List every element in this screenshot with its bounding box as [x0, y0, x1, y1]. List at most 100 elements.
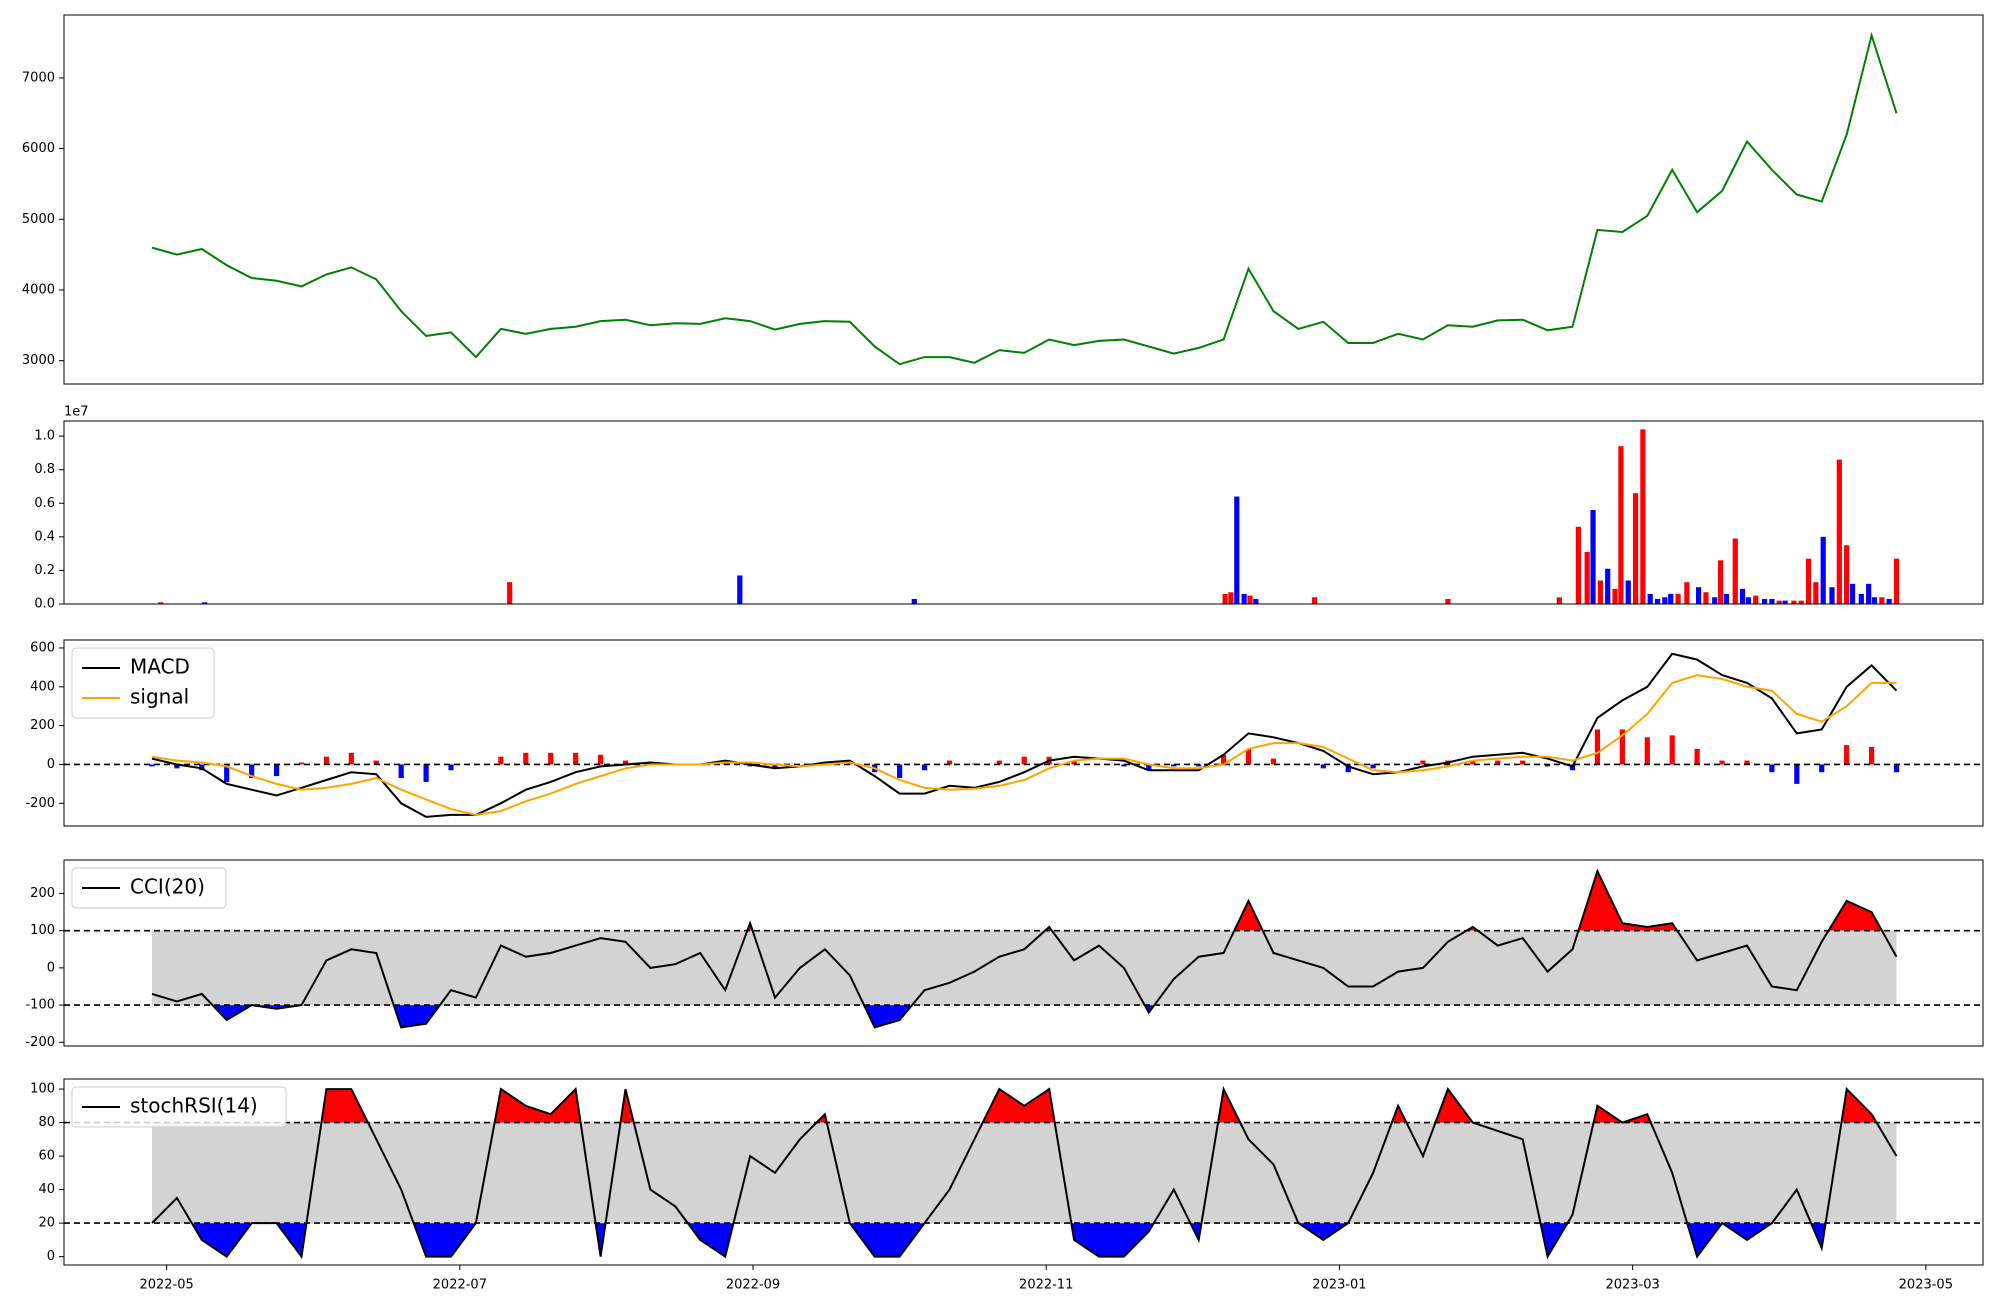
histogram-bar: [174, 764, 180, 769]
y-tick-label: 7000: [22, 70, 55, 85]
bar: [911, 598, 917, 604]
histogram-bar: [772, 764, 778, 769]
plot-area: [64, 868, 1983, 1029]
legend-label: signal: [130, 685, 189, 709]
panel: 3000 4000 5000 6000 7000: [22, 14, 1984, 385]
histogram-bar: [298, 762, 305, 765]
neutral-band: [151, 930, 1897, 1006]
x-tick-label: 2023-05: [1899, 1278, 1953, 1293]
bar: [1805, 558, 1812, 604]
bar: [1597, 580, 1603, 604]
histogram-bar: [1495, 760, 1501, 765]
bar: [1556, 597, 1562, 604]
y-tick-label: 0.6: [34, 496, 55, 511]
x-tick-label: 2023-01: [1312, 1278, 1366, 1293]
bar: [1445, 598, 1451, 604]
bar: [1695, 587, 1702, 604]
histogram-bar: [1594, 729, 1601, 765]
bar: [1632, 493, 1639, 604]
histogram-bar: [1146, 764, 1152, 771]
bar: [1723, 593, 1730, 604]
line: [151, 652, 1898, 818]
bar: [1791, 600, 1797, 604]
y-tick-label: 40: [38, 1182, 55, 1197]
histogram-bar: [1769, 764, 1775, 773]
bar: [1893, 558, 1900, 604]
y-tick-label: -200: [25, 1035, 55, 1050]
histogram-bar: [622, 760, 629, 765]
line: [151, 674, 1897, 816]
bar: [1871, 597, 1878, 604]
bar: [1311, 597, 1318, 604]
y-tick-label: -100: [25, 998, 55, 1013]
histogram-bar: [1171, 764, 1177, 767]
bar: [1717, 560, 1724, 604]
legend-label: MACD: [130, 655, 190, 679]
y-tick-label: 600: [30, 640, 55, 655]
histogram-bar: [1893, 764, 1900, 773]
histogram-bar: [548, 752, 554, 765]
y-tick-label: 100: [30, 1082, 55, 1097]
histogram-bar: [498, 756, 504, 765]
axes-frame: [63, 639, 1984, 827]
histogram-bar: [273, 764, 280, 777]
legend-box: [71, 647, 215, 719]
y-tick-label: 0.4: [34, 529, 55, 544]
panel: 0.0 0.2 0.4 0.6 0.8 1.0 1e7: [34, 405, 1984, 612]
histogram-bar: [921, 764, 928, 771]
histogram-bar: [373, 760, 379, 765]
bar: [1584, 551, 1590, 604]
axes-frame: [63, 859, 1984, 1047]
bar: [1222, 593, 1228, 604]
bar: [1668, 593, 1674, 604]
y-tick-label: 0: [47, 757, 55, 772]
bar: [1618, 446, 1624, 604]
bar: [1228, 592, 1234, 604]
neutral-band: [151, 1122, 1897, 1224]
bar: [1813, 582, 1819, 604]
histogram-bar: [1844, 745, 1850, 765]
bar: [1625, 580, 1631, 604]
bar: [1732, 538, 1738, 604]
histogram-bar: [1320, 764, 1326, 769]
bar: [1612, 588, 1618, 604]
x-tick-label: 2022-09: [726, 1278, 780, 1293]
y-tick-label: 80: [38, 1115, 55, 1130]
histogram-bar: [448, 764, 454, 771]
bar: [1654, 598, 1661, 604]
axes-frame: [63, 420, 1984, 605]
bar: [1836, 459, 1842, 604]
y-tick-label: 0: [47, 960, 55, 975]
histogram-bar: [597, 754, 604, 765]
plot-area: [151, 31, 1898, 366]
y-tick-label: 1.0: [34, 429, 55, 444]
histogram-bar: [1196, 764, 1202, 767]
bar: [1866, 583, 1872, 604]
bar: [1753, 595, 1759, 604]
histogram-bar: [323, 756, 330, 765]
y-tick-label: 200: [30, 886, 55, 901]
legend-label: CCI(20): [130, 875, 205, 899]
histogram-bar: [1221, 754, 1227, 765]
histogram-bar: [523, 752, 529, 765]
histogram-bar: [1619, 729, 1625, 765]
bar: [1776, 600, 1782, 604]
histogram-bar: [1744, 760, 1750, 765]
histogram-bar: [946, 760, 953, 765]
legend-box: [71, 867, 227, 909]
oversold-fill: [151, 1223, 1897, 1257]
bar: [1761, 598, 1768, 604]
bar: [1886, 598, 1892, 604]
y-tick-label: 3000: [22, 353, 55, 368]
axes-frame: [63, 14, 1984, 385]
y-tick-label: 20: [38, 1216, 55, 1231]
histogram-bar: [348, 752, 354, 765]
histogram-bar: [897, 764, 903, 779]
bar: [1739, 588, 1746, 604]
bar: [1798, 600, 1804, 604]
y-tick-label: 4000: [22, 282, 55, 297]
y-tick-label: 0: [47, 1249, 55, 1264]
oversold-fill: [212, 1005, 1155, 1028]
bar: [1844, 545, 1850, 604]
